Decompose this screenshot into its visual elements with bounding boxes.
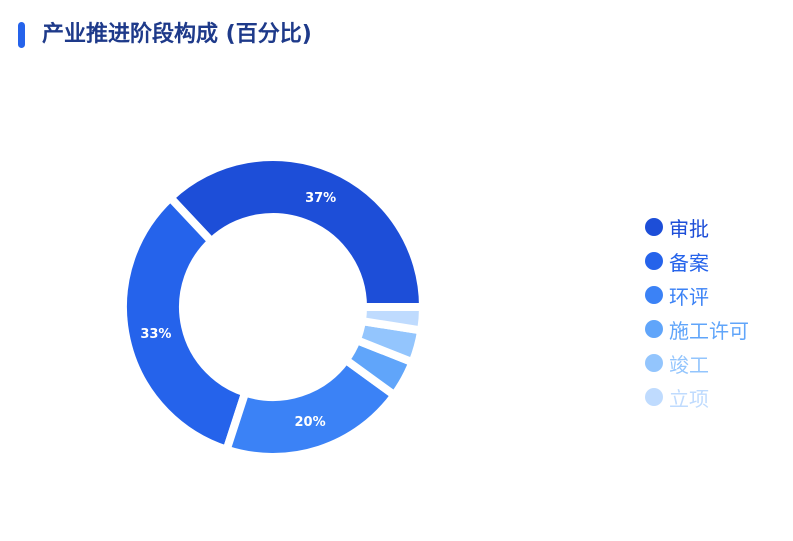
slice-立项[interactable] — [357, 303, 428, 336]
legend-dot-icon — [645, 354, 663, 372]
legend-item[interactable]: 备案 — [645, 244, 749, 278]
legend-label: 备案 — [669, 250, 709, 275]
legend-dot-icon — [645, 252, 663, 270]
slice-label: 37% — [305, 191, 336, 206]
legend-dot-icon — [645, 388, 663, 406]
legend-item[interactable]: 环评 — [645, 278, 749, 312]
legend-dot-icon — [645, 286, 663, 304]
legend-item[interactable]: 竣工 — [645, 346, 749, 380]
slice-备案[interactable] — [119, 191, 251, 455]
legend-item[interactable]: 立项 — [645, 380, 749, 414]
page-title: 产业推进阶段构成 (百分比) — [42, 22, 312, 47]
legend-item[interactable]: 审批 — [645, 210, 749, 244]
legend-label: 环评 — [669, 284, 709, 309]
legend-label: 立项 — [669, 386, 709, 411]
legend-label: 施工许可 — [669, 318, 749, 343]
legend-label: 审批 — [669, 216, 709, 241]
legend-item[interactable]: 施工许可 — [645, 312, 749, 346]
slice-label: 33% — [140, 327, 171, 342]
slice-审批[interactable] — [164, 153, 428, 311]
legend-label: 竣工 — [669, 352, 709, 377]
legend-dot-icon — [645, 320, 663, 338]
legend: 审批备案环评施工许可竣工立项 — [645, 210, 749, 414]
legend-dot-icon — [645, 218, 663, 236]
slice-label: 20% — [295, 415, 326, 430]
title-accent-bar — [18, 22, 25, 48]
